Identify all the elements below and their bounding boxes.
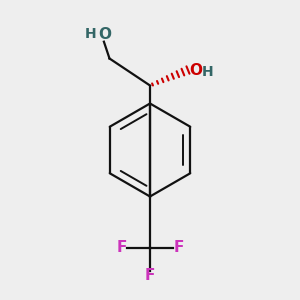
Text: H: H bbox=[202, 65, 214, 79]
Text: O: O bbox=[189, 63, 203, 78]
Text: O: O bbox=[98, 27, 112, 42]
Text: H: H bbox=[85, 28, 96, 41]
Text: F: F bbox=[145, 268, 155, 284]
Text: F: F bbox=[173, 240, 184, 255]
Text: F: F bbox=[116, 240, 127, 255]
